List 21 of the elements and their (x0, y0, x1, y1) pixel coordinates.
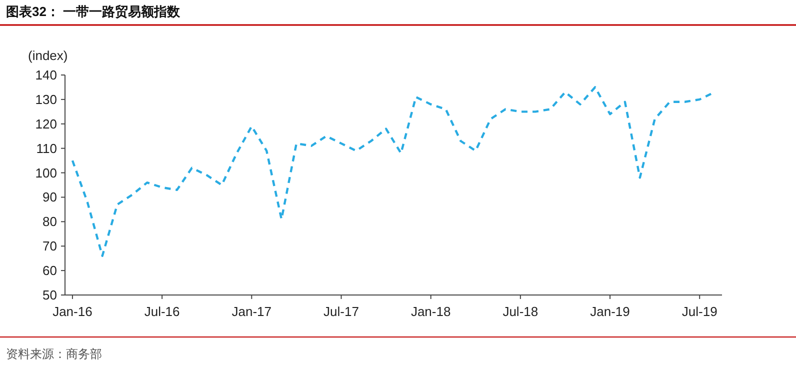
x-tick-label: Jan-18 (410, 304, 451, 319)
x-tick-label: Jan-17 (232, 304, 272, 319)
y-tick-label: 110 (36, 140, 57, 156)
x-tick-label: Jul-19 (682, 304, 718, 319)
y-tick-label: 130 (35, 92, 57, 107)
text: 资料来源：商务部 (6, 347, 102, 361)
y-tick-label: 80 (42, 214, 57, 230)
x-tick-label: Jul-16 (144, 304, 180, 319)
y-tick-label: 120 (35, 116, 57, 132)
x-tick-label: Jan-19 (590, 304, 630, 319)
x-tick-label: Jul-18 (502, 304, 538, 319)
y-tick-label: 50 (42, 288, 57, 302)
y-tick-label: 100 (35, 165, 57, 180)
y-tick-label: 140 (35, 68, 57, 82)
y-tick-label: 70 (42, 238, 57, 254)
y-axis-title: (index) (28, 48, 68, 63)
chart-title: 图表32： 一带一路贸易额指数 (6, 4, 182, 19)
y-tick-label: 60 (42, 263, 57, 278)
y-tick-label: 90 (42, 190, 57, 205)
x-tick-label: Jan-16 (52, 304, 92, 319)
x-tick-label: Jul-17 (324, 304, 359, 319)
